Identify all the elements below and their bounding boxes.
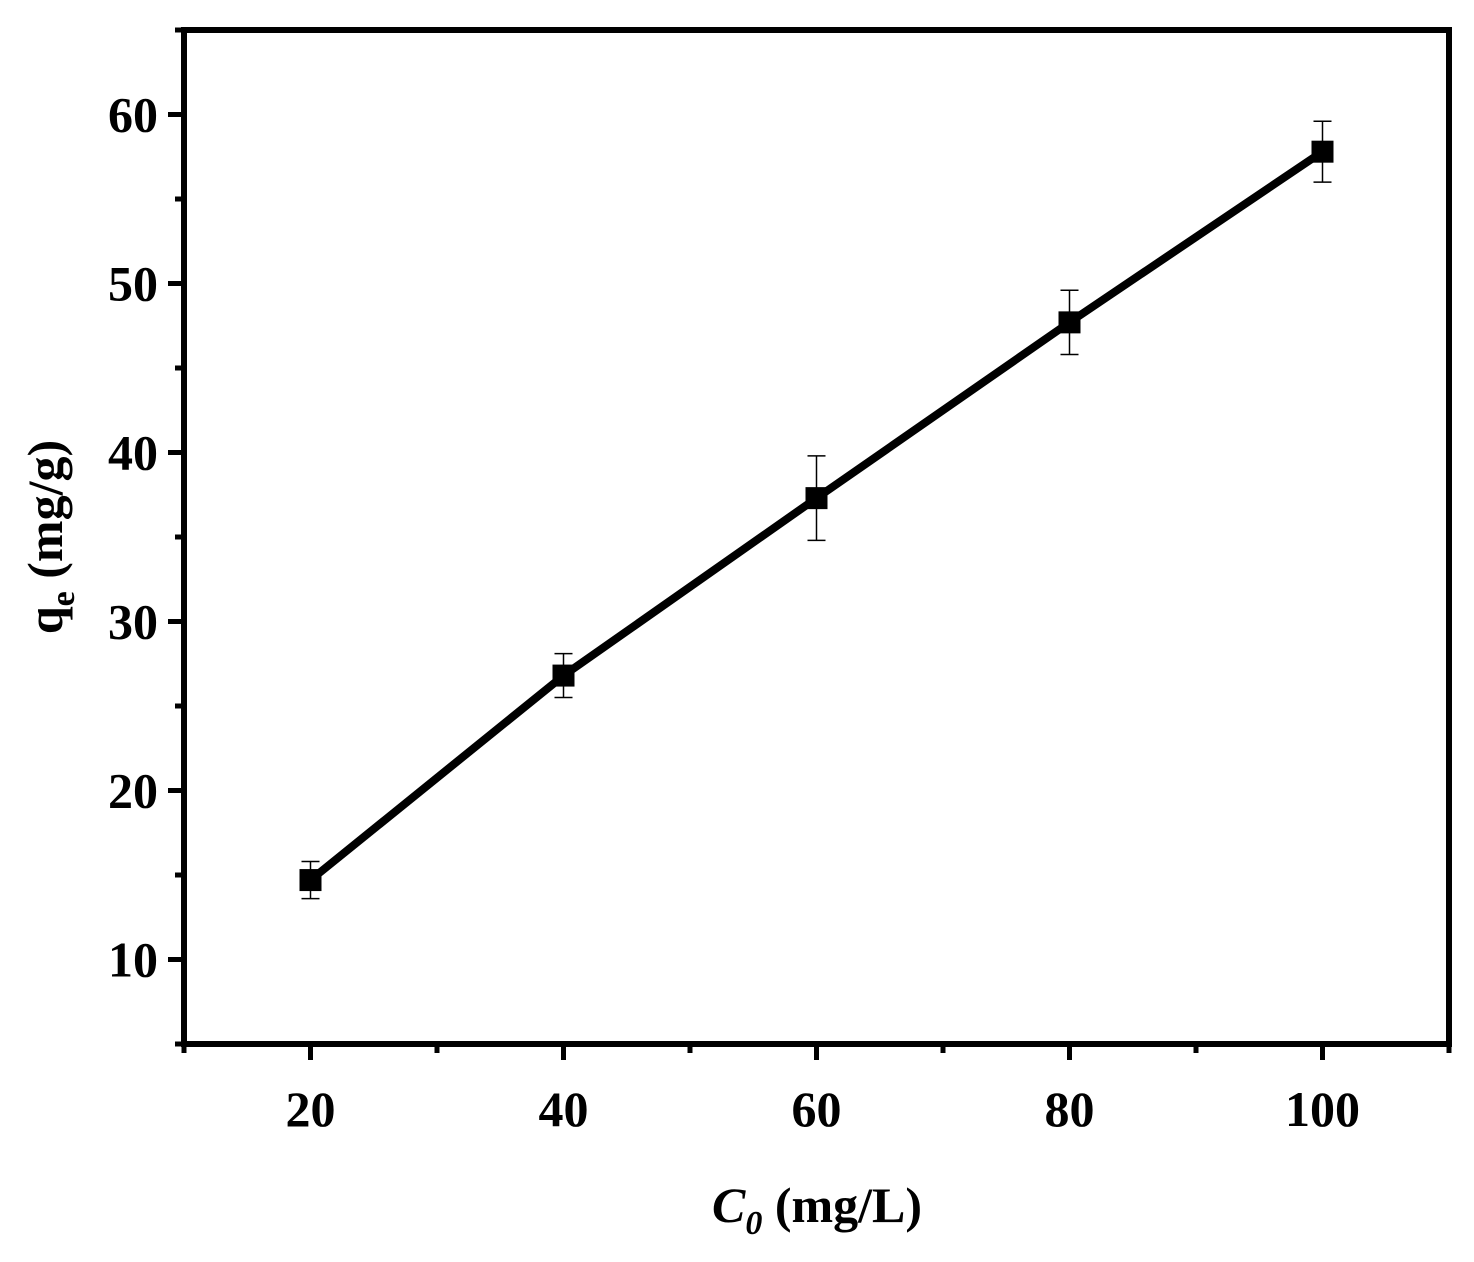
data-point xyxy=(299,869,322,892)
x-tick-label: 60 xyxy=(792,1081,842,1137)
x-tick-label: 20 xyxy=(286,1081,336,1137)
data-point xyxy=(1311,140,1334,163)
y-tick-label: 60 xyxy=(108,87,158,143)
x-axis-label: C0 (mg/L) xyxy=(712,1177,922,1242)
y-tick-label: 10 xyxy=(108,932,158,988)
x-axis-label-main: C xyxy=(712,1177,746,1233)
y-axis-label-rest: (mg/g) xyxy=(17,440,73,591)
y-tick-label: 40 xyxy=(108,425,158,481)
series-layer xyxy=(299,120,1334,900)
y-axis-label-main: q xyxy=(17,606,73,634)
y-tick-label: 50 xyxy=(108,256,158,312)
data-point xyxy=(552,664,575,687)
y-axis-label-sub: e xyxy=(45,591,82,606)
data-point xyxy=(1058,311,1081,334)
tick-layer: 20 40 60 80 100 10 20 30 40 50 60 xyxy=(108,27,1452,1137)
x-tick-label: 80 xyxy=(1045,1081,1095,1137)
plot-frame xyxy=(181,27,1452,1047)
y-axis-label: qe (mg/g) xyxy=(17,440,82,634)
y-tick-label: 30 xyxy=(108,594,158,650)
x-tick-label: 100 xyxy=(1285,1081,1360,1137)
x-tick-label: 40 xyxy=(539,1081,589,1137)
x-axis-label-sub: 0 xyxy=(745,1205,762,1242)
data-point xyxy=(805,487,828,510)
x-axis-label-rest: (mg/L) xyxy=(762,1177,922,1233)
y-tick-label: 20 xyxy=(108,763,158,819)
